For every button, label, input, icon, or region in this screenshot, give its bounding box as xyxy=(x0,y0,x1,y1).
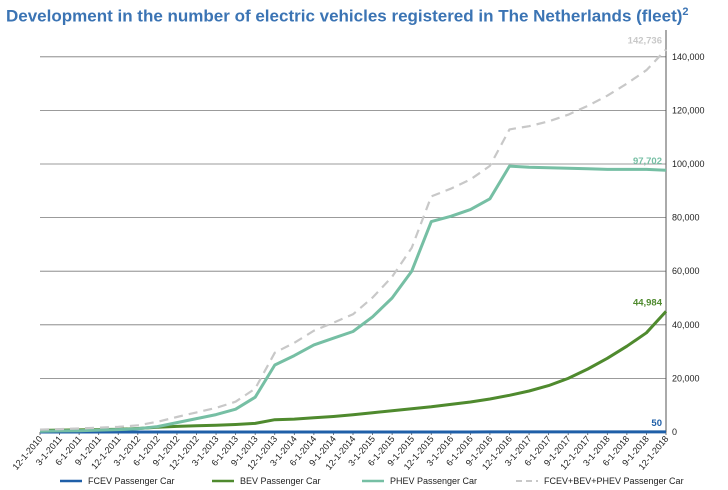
series-line-2 xyxy=(39,164,667,433)
end-labels: 50 44,984 97,702 142,736 xyxy=(628,35,663,428)
y-tick-labels: 0 20,000 40,000 60,000 80,000 100,000 120,000 1… xyxy=(672,52,705,437)
y-tick-label: 40,000 xyxy=(672,320,700,330)
legend-label-2: PHEV Passenger Car xyxy=(390,476,477,486)
y-tick-label: 120,000 xyxy=(672,105,705,115)
series-line-1 xyxy=(39,310,668,432)
y-tick-label: 60,000 xyxy=(672,266,700,276)
legend-label-0: FCEV Passenger Car xyxy=(88,476,175,486)
title-superscript: 2 xyxy=(682,6,689,18)
end-label-3: 142,736 xyxy=(628,35,662,46)
end-label-2: 97,702 xyxy=(633,156,662,167)
y-tick-label: 20,000 xyxy=(672,373,700,383)
series-lines xyxy=(39,48,668,434)
legend: FCEV Passenger Car BEV Passenger Car PHEV … xyxy=(60,476,684,486)
series-line-3 xyxy=(39,48,667,431)
gridlines xyxy=(40,56,666,379)
axes xyxy=(39,30,667,435)
legend-label-1: BEV Passenger Car xyxy=(240,476,321,486)
y-tick-label: 140,000 xyxy=(672,52,705,62)
end-label-0: 50 xyxy=(651,418,662,429)
chart-title: Development in the number of electric ve… xyxy=(6,6,689,26)
y-tick-label: 100,000 xyxy=(672,159,705,169)
legend-label-3: FCEV+BEV+PHEV Passenger Car xyxy=(544,476,684,486)
end-label-1: 44,984 xyxy=(633,297,663,308)
x-tick-labels: 12-1-20103-1-20116-1-20119-1-201112-1-20… xyxy=(10,434,670,472)
y-tick-label: 0 xyxy=(672,427,677,437)
y-tick-label: 80,000 xyxy=(672,213,700,223)
